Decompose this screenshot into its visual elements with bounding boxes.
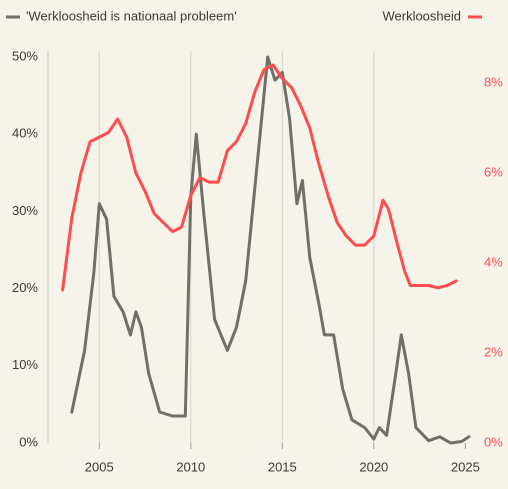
line-series (61, 63, 458, 292)
y2-tick-label: 8% (484, 75, 503, 90)
y-tick-label: 0% (19, 434, 38, 449)
x-tick-label: 2015 (268, 459, 297, 474)
y2-tick-label: 2% (484, 344, 503, 359)
x-tick-label: 2010 (176, 459, 205, 474)
x-tick-label: 2025 (451, 459, 480, 474)
y-tick-label: 50% (12, 48, 38, 63)
y2-tick-label: 0% (484, 434, 503, 449)
y2-tick-label: 6% (484, 165, 503, 180)
x-tick-label: 2020 (359, 459, 388, 474)
y-tick-label: 10% (12, 357, 38, 372)
legend-label: Werkloosheid (382, 8, 461, 23)
line-series (70, 55, 471, 445)
y-tick-label: 30% (12, 203, 38, 218)
legend-label: 'Werkloosheid is nationaal probleem' (26, 8, 237, 23)
y2-tick-label: 4% (484, 254, 503, 269)
x-tick-label: 2005 (85, 459, 114, 474)
y-tick-label: 20% (12, 280, 38, 295)
y-tick-label: 40% (12, 126, 38, 141)
